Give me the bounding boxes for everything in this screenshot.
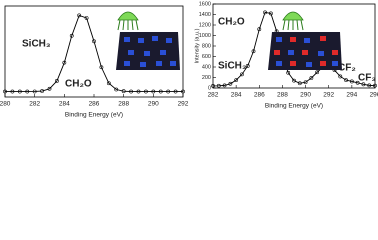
annotation: SiCH₃ — [218, 61, 247, 72]
x-tick-label: 290 — [148, 101, 159, 108]
x-axis-label: Binding Energy (eV) — [265, 103, 323, 110]
page: {"chart_data": [ {"type": "line", "x_lab… — [0, 1, 378, 119]
data-point — [114, 87, 119, 92]
fit-line — [5, 14, 183, 92]
annotation: CH₂O — [218, 17, 245, 28]
data-point — [361, 82, 366, 87]
data-point — [77, 13, 82, 18]
data-point — [25, 89, 30, 94]
data-point — [355, 80, 360, 85]
x-tick-label: 284 — [59, 101, 70, 108]
x-tick-label: 286 — [89, 101, 100, 108]
data-point — [84, 16, 89, 20]
x-tick-label: 288 — [118, 101, 129, 108]
y-tick-label: 1400 — [199, 12, 211, 18]
data-point — [106, 81, 111, 86]
x-tick-label: 288 — [277, 92, 288, 99]
data-point — [166, 89, 171, 94]
x-tick-label: 290 — [300, 92, 311, 99]
data-point — [303, 80, 308, 85]
data-point — [99, 65, 104, 70]
plot-frame — [4, 5, 184, 98]
data-point — [222, 83, 227, 88]
y-tick-label: 200 — [202, 75, 211, 81]
y-axis-label: Intensity (a.u.) — [194, 28, 200, 63]
y-tick-label: 0 — [208, 85, 211, 91]
x-tick-label: 294 — [346, 92, 357, 99]
y-tick-label: 400 — [202, 64, 211, 70]
fit-line — [212, 11, 376, 87]
data-point — [121, 89, 126, 94]
data-point — [263, 10, 267, 15]
data-point — [297, 81, 302, 86]
annotation: SiCH₃ — [22, 39, 51, 50]
data-point — [292, 78, 296, 83]
data-point — [62, 60, 67, 65]
x-tick-label: 292 — [178, 101, 189, 108]
y-tick-label: 1000 — [199, 33, 211, 39]
data-point — [228, 81, 233, 86]
data-point — [17, 89, 22, 94]
data-point — [32, 89, 37, 94]
x-tick-label: 296 — [370, 92, 378, 99]
annotation: CF₂ — [338, 63, 356, 74]
data-point — [136, 89, 141, 94]
data-point — [10, 89, 15, 94]
data-point — [367, 83, 372, 88]
y-tick-label: 1200 — [199, 22, 211, 28]
data-point — [158, 89, 163, 94]
data-point — [69, 33, 74, 38]
data-point — [55, 79, 59, 83]
data-point — [216, 83, 221, 88]
data-point — [129, 89, 133, 94]
x-tick-label: 282 — [29, 101, 40, 108]
data-point — [344, 78, 348, 83]
y-tick-label: 800 — [202, 43, 211, 49]
data-point — [173, 89, 178, 94]
annotation: CH₂O — [65, 79, 92, 90]
data-point — [40, 89, 44, 93]
x-tick-label: 284 — [231, 92, 242, 99]
x-tick-label: 286 — [254, 92, 265, 99]
y-tick-label: 600 — [202, 54, 211, 60]
data-point — [257, 27, 262, 32]
annotation: CF₃ — [358, 73, 376, 84]
data-point — [144, 89, 148, 94]
data-point — [349, 79, 354, 84]
data-point — [245, 64, 250, 68]
data-point — [151, 89, 156, 94]
x-axis-label: Binding Energy (eV) — [65, 112, 123, 119]
data-point — [315, 70, 320, 75]
plot-frame — [212, 3, 376, 89]
data-point — [47, 86, 52, 91]
data-point — [92, 39, 96, 44]
x-tick-label: 280 — [0, 101, 11, 108]
data-point — [234, 78, 239, 83]
data-point — [309, 76, 314, 80]
data-point — [338, 74, 343, 79]
y-tick-label: 1600 — [199, 1, 211, 7]
x-tick-label: 282 — [208, 92, 219, 99]
data-point — [268, 11, 273, 16]
data-point — [286, 70, 291, 75]
data-point — [240, 72, 244, 77]
data-point — [251, 49, 256, 54]
x-tick-label: 292 — [323, 92, 334, 99]
